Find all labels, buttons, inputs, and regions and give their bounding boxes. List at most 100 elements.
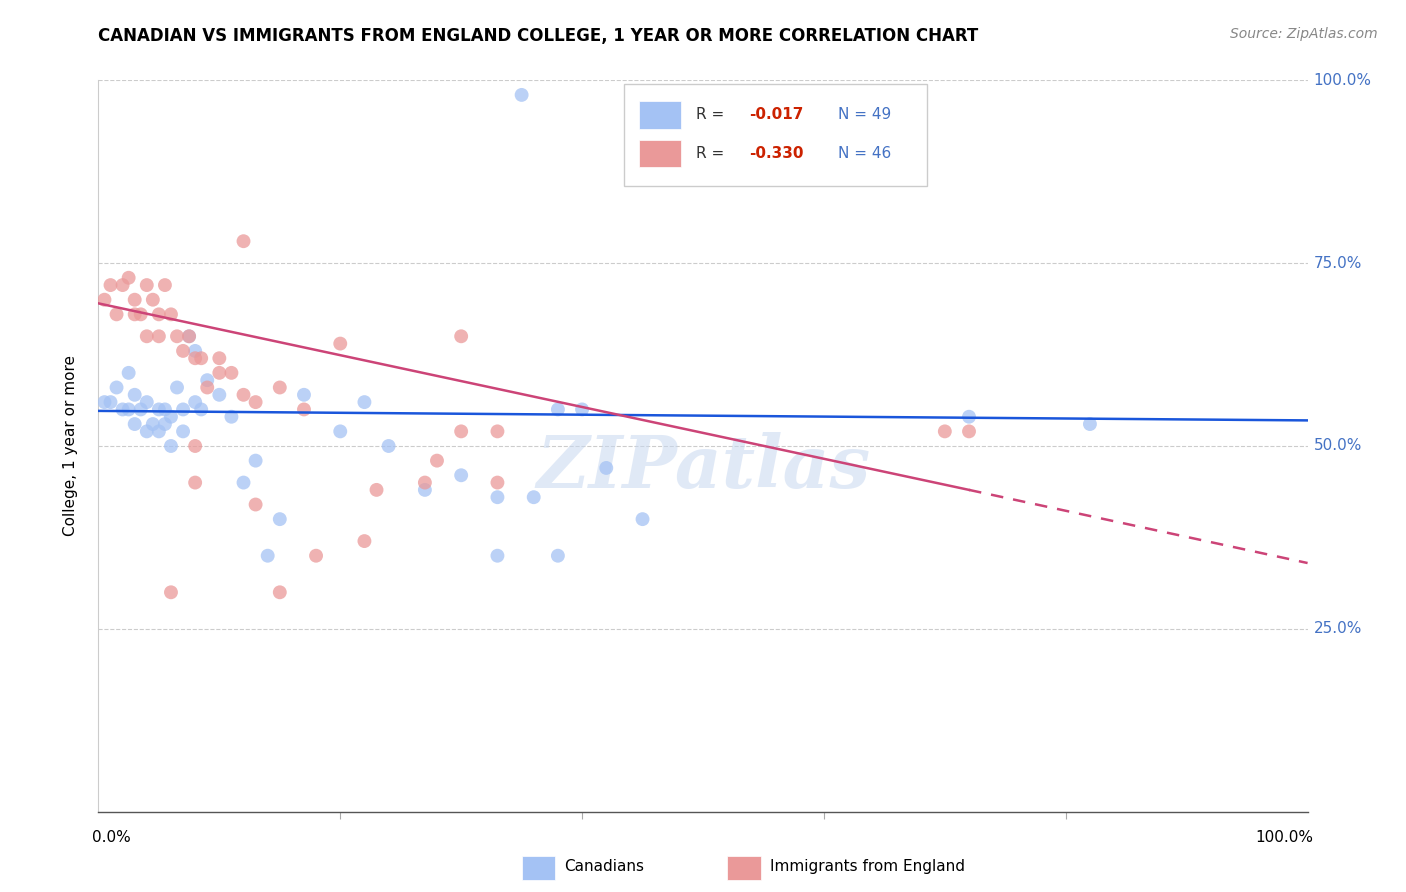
- Point: [486, 475, 509, 490]
- Point: [153, 278, 176, 293]
- Point: [413, 475, 436, 490]
- Point: [413, 483, 436, 497]
- Point: [160, 439, 183, 453]
- Point: [269, 512, 291, 526]
- Point: [353, 534, 375, 549]
- Point: [184, 343, 207, 358]
- Text: -0.017: -0.017: [749, 107, 803, 122]
- Point: [510, 87, 533, 102]
- Point: [124, 417, 146, 431]
- Point: [135, 395, 157, 409]
- Text: 50.0%: 50.0%: [1313, 439, 1362, 453]
- Point: [232, 234, 254, 248]
- Point: [232, 388, 254, 402]
- Point: [153, 402, 176, 417]
- Point: [208, 388, 231, 402]
- Point: [245, 395, 267, 409]
- Text: 100.0%: 100.0%: [1256, 830, 1313, 845]
- Point: [160, 307, 183, 321]
- Point: [100, 278, 122, 293]
- Point: [166, 380, 188, 394]
- Point: [93, 293, 115, 307]
- Point: [486, 490, 509, 504]
- FancyBboxPatch shape: [638, 101, 682, 128]
- Point: [256, 549, 278, 563]
- Point: [118, 366, 141, 380]
- Point: [426, 453, 449, 467]
- Text: ZIPatlas: ZIPatlas: [536, 433, 870, 503]
- Point: [450, 425, 472, 439]
- Point: [160, 409, 183, 424]
- Point: [135, 278, 157, 293]
- Point: [450, 468, 472, 483]
- Text: R =: R =: [696, 146, 728, 161]
- Text: 25.0%: 25.0%: [1313, 622, 1362, 636]
- Point: [124, 307, 146, 321]
- Point: [142, 293, 165, 307]
- Text: CANADIAN VS IMMIGRANTS FROM ENGLAND COLLEGE, 1 YEAR OR MORE CORRELATION CHART: CANADIAN VS IMMIGRANTS FROM ENGLAND COLL…: [98, 27, 979, 45]
- FancyBboxPatch shape: [624, 84, 927, 186]
- Point: [135, 425, 157, 439]
- Point: [547, 549, 569, 563]
- Point: [957, 409, 980, 424]
- Point: [221, 366, 243, 380]
- Point: [100, 395, 122, 409]
- Point: [142, 417, 165, 431]
- Point: [124, 388, 146, 402]
- Point: [957, 425, 980, 439]
- Point: [208, 351, 231, 366]
- Point: [377, 439, 399, 453]
- Point: [190, 402, 212, 417]
- Point: [595, 461, 617, 475]
- Point: [184, 475, 207, 490]
- Point: [523, 490, 546, 504]
- Point: [148, 402, 170, 417]
- Point: [166, 329, 188, 343]
- Point: [329, 336, 352, 351]
- Point: [129, 402, 152, 417]
- Text: 75.0%: 75.0%: [1313, 256, 1362, 270]
- Point: [172, 343, 194, 358]
- Point: [208, 366, 231, 380]
- FancyBboxPatch shape: [638, 139, 682, 168]
- Point: [93, 395, 115, 409]
- Point: [366, 483, 388, 497]
- Point: [221, 409, 243, 424]
- Point: [1078, 417, 1101, 431]
- Text: Source: ZipAtlas.com: Source: ZipAtlas.com: [1230, 27, 1378, 41]
- FancyBboxPatch shape: [727, 856, 761, 880]
- Text: -0.330: -0.330: [749, 146, 803, 161]
- Point: [148, 425, 170, 439]
- Point: [486, 425, 509, 439]
- Point: [184, 395, 207, 409]
- Point: [118, 402, 141, 417]
- Point: [571, 402, 593, 417]
- Point: [153, 417, 176, 431]
- Point: [105, 307, 128, 321]
- Y-axis label: College, 1 year or more: College, 1 year or more: [63, 356, 77, 536]
- Text: Canadians: Canadians: [564, 859, 644, 874]
- Point: [148, 329, 170, 343]
- Point: [292, 388, 315, 402]
- Point: [245, 453, 267, 467]
- Point: [184, 351, 207, 366]
- Point: [450, 329, 472, 343]
- Point: [934, 425, 956, 439]
- Point: [172, 425, 194, 439]
- Point: [160, 585, 183, 599]
- FancyBboxPatch shape: [522, 856, 555, 880]
- Text: N = 46: N = 46: [838, 146, 891, 161]
- Text: 100.0%: 100.0%: [1313, 73, 1372, 87]
- Point: [105, 380, 128, 394]
- Point: [111, 278, 134, 293]
- Point: [269, 585, 291, 599]
- Point: [631, 512, 654, 526]
- Point: [547, 402, 569, 417]
- Point: [329, 425, 352, 439]
- Point: [305, 549, 328, 563]
- Point: [195, 373, 218, 387]
- Point: [172, 402, 194, 417]
- Text: Immigrants from England: Immigrants from England: [769, 859, 965, 874]
- Point: [292, 402, 315, 417]
- Point: [190, 351, 212, 366]
